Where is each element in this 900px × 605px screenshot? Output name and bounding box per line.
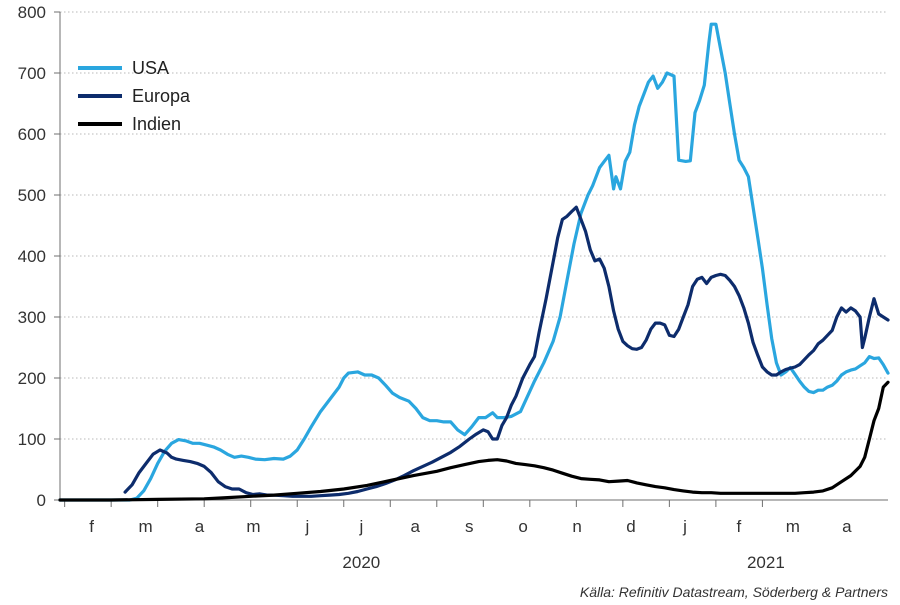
x-tick-label: j xyxy=(358,517,363,536)
x-tick-label: m xyxy=(786,517,800,536)
legend-label-europa: Europa xyxy=(132,86,191,106)
x-tick-label: j xyxy=(682,517,687,536)
x-tick-label: a xyxy=(195,517,205,536)
y-tick-label: 400 xyxy=(18,247,46,266)
axes: 0 100 200 300 400 500 600 700 800 f m a m j j a s o n d j f m a… xyxy=(18,3,888,572)
source-note: Källa: Refinitiv Datastream, Söderberg &… xyxy=(580,584,888,600)
year-label: 2020 xyxy=(342,553,380,572)
y-tick-label: 300 xyxy=(18,308,46,327)
x-tick-label: m xyxy=(138,517,152,536)
x-tick-label: j xyxy=(304,517,309,536)
x-tick-label: n xyxy=(572,517,581,536)
x-tick-label: a xyxy=(411,517,421,536)
x-tick-label: o xyxy=(518,517,527,536)
year-label: 2021 xyxy=(747,553,785,572)
y-tick-label: 200 xyxy=(18,369,46,388)
x-tick-label: d xyxy=(626,517,635,536)
legend: USA Europa Indien xyxy=(78,58,191,134)
y-tick-label: 0 xyxy=(37,491,46,510)
legend-label-usa: USA xyxy=(132,58,169,78)
gridlines xyxy=(60,11,888,440)
x-tick-label: s xyxy=(465,517,474,536)
y-tick-label: 600 xyxy=(18,125,46,144)
y-tick-label: 700 xyxy=(18,64,46,83)
x-tick-label: f xyxy=(737,517,742,536)
x-tick-label: m xyxy=(246,517,260,536)
series-lines xyxy=(58,22,890,502)
y-tick-label: 800 xyxy=(18,3,46,22)
series-line-indien xyxy=(58,380,890,502)
legend-label-indien: Indien xyxy=(132,114,181,134)
y-tick-label: 500 xyxy=(18,186,46,205)
x-tick-label: a xyxy=(842,517,852,536)
y-tick-label: 100 xyxy=(18,430,46,449)
x-tick-label: f xyxy=(89,517,94,536)
